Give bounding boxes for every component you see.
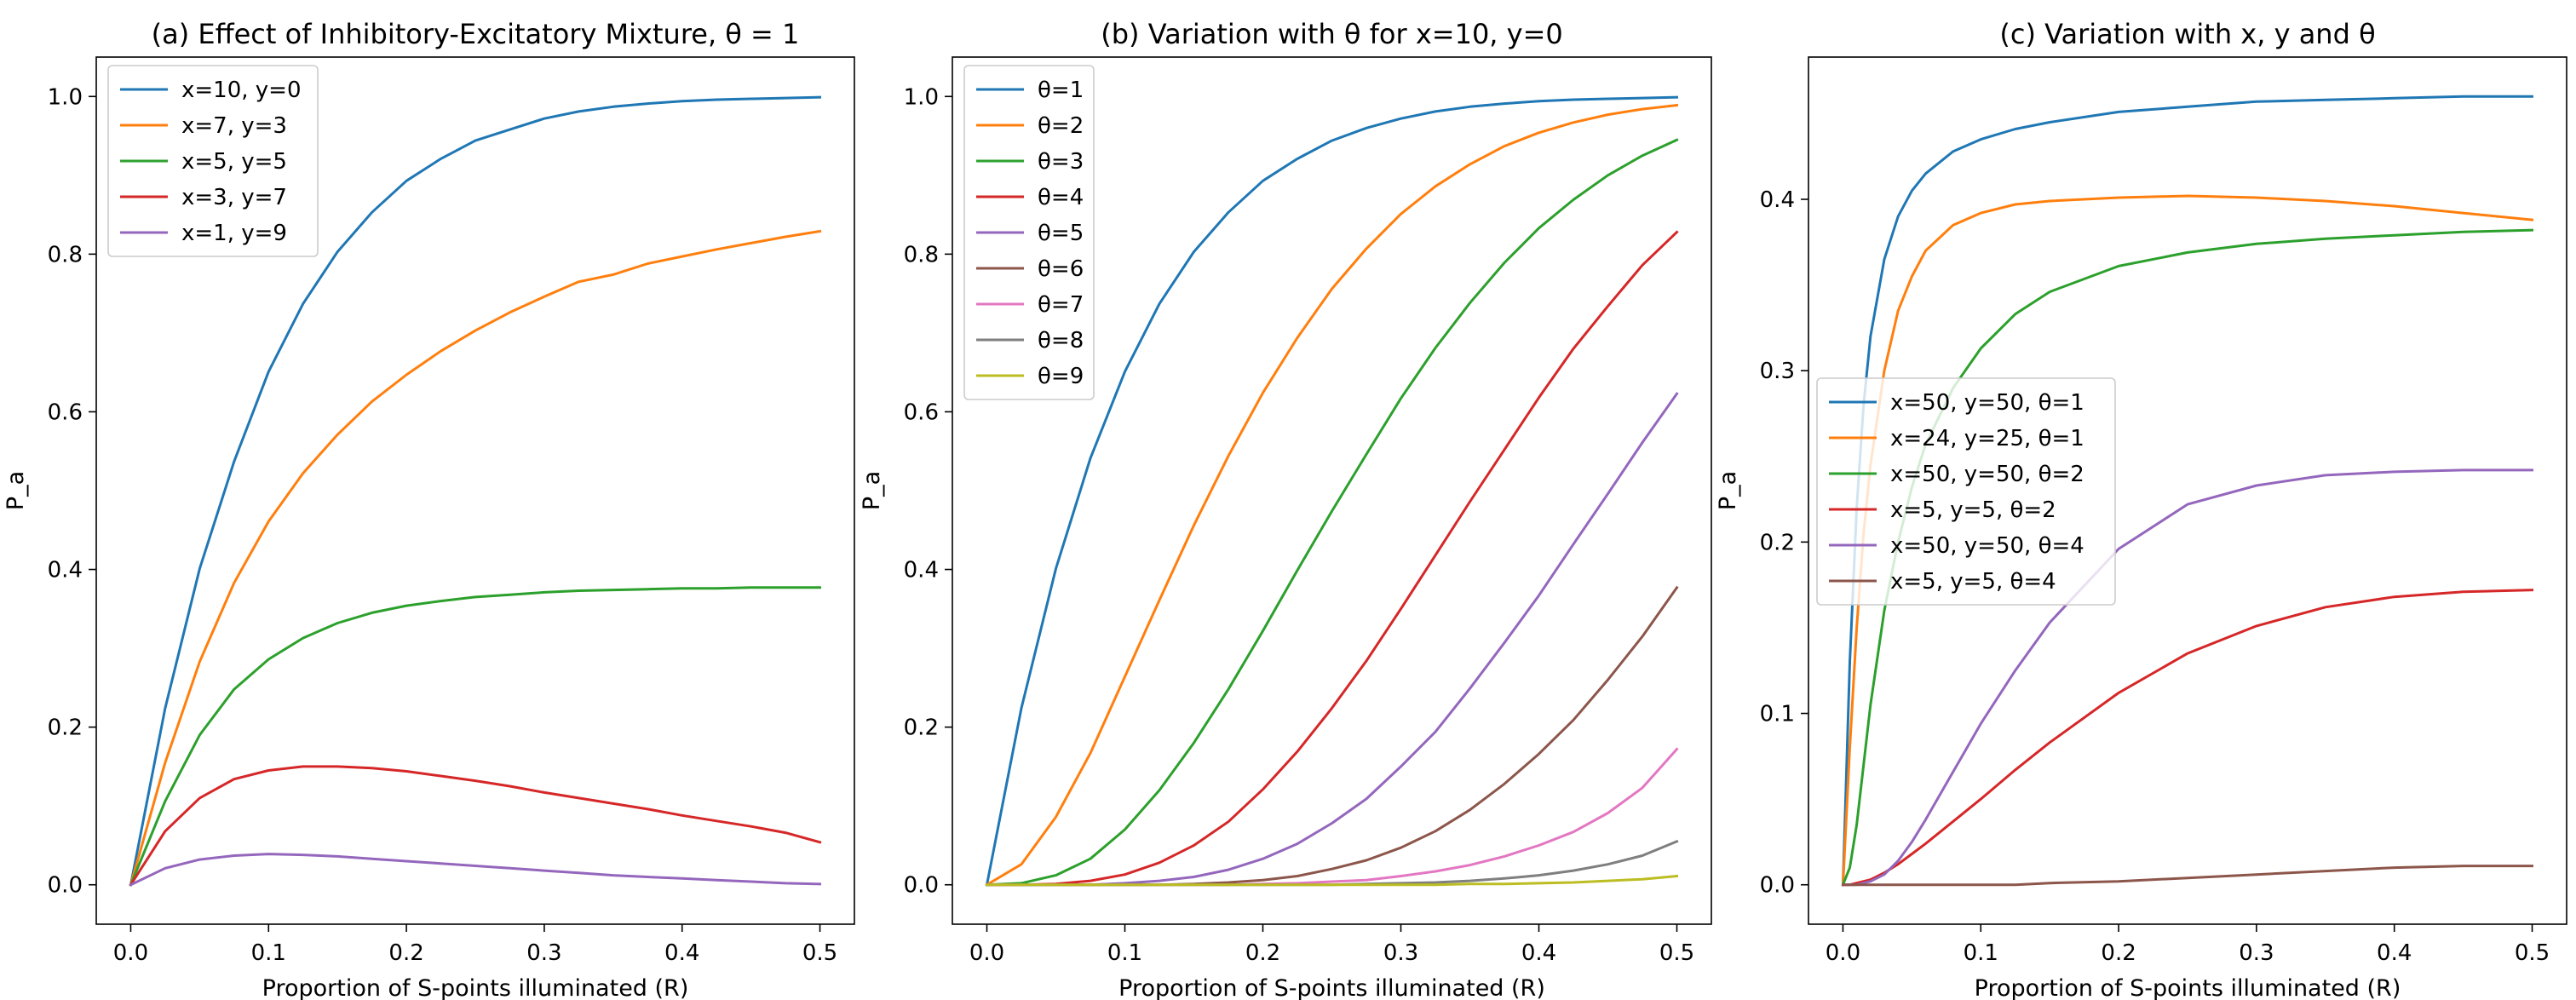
- panel-c-ylabel: P_a: [1715, 471, 1741, 510]
- panel-a-series-line-4: [129, 765, 822, 887]
- panel-b-legend-label: θ=9: [1038, 364, 1084, 389]
- panel-c-legend-label: x=50, y=50, θ=2: [1890, 462, 2084, 487]
- panel-c-y-tick-label: 0.4: [1760, 187, 1795, 213]
- panel-c: (c) Variation with x, y and θ Proportion…: [1715, 18, 2567, 1000]
- panel-a-title: (a) Effect of Inhibitory-Excitatory Mixt…: [152, 18, 800, 50]
- panel-b: (b) Variation with θ for x=10, y=0 Propo…: [859, 18, 1712, 1000]
- panel-c-xlabel: Proportion of S-points illuminated (R): [1975, 975, 2401, 1000]
- panel-b-legend-label: θ=4: [1038, 185, 1084, 210]
- panel-b-x-tick-label: 0.0: [969, 940, 1004, 966]
- panel-c-legend-label: x=5, y=5, θ=4: [1890, 569, 2056, 595]
- panel-c-series-line-6: [1842, 865, 2533, 887]
- panel-c-legend-label: x=5, y=5, θ=2: [1890, 497, 2056, 523]
- panel-b-y-tick-label: 0.4: [904, 558, 939, 583]
- panel-a-x-tick-label: 0.1: [251, 940, 286, 966]
- panel-a-x-tick-label: 0.2: [388, 940, 423, 966]
- panel-c-series-line-3: [1841, 228, 2534, 887]
- panel-c-x-tick-label: 0.5: [2515, 940, 2550, 966]
- panel-b-series-line-4: [986, 230, 1679, 887]
- panel-a-legend-label: x=10, y=0: [181, 78, 302, 103]
- panel-a-series-line-3: [129, 586, 821, 887]
- panel-a-y-tick-label: 1.0: [48, 84, 83, 110]
- panel-b-series-line-5: [986, 392, 1679, 887]
- panel-c-y-tick-label: 0.0: [1760, 873, 1795, 899]
- panel-b-legend-label: θ=5: [1038, 221, 1084, 246]
- panel-a-legend-label: x=7, y=3: [181, 113, 287, 139]
- panel-b-x-tick-label: 0.4: [1521, 940, 1556, 966]
- panel-a-y-tick-label: 0.0: [48, 873, 83, 899]
- panel-b-y-tick-label: 0.8: [904, 242, 939, 267]
- panel-a-x-tick-label: 0.5: [802, 940, 837, 966]
- panel-b-legend-label: θ=7: [1038, 292, 1084, 318]
- panel-a: (a) Effect of Inhibitory-Excitatory Mixt…: [3, 18, 855, 1000]
- panel-b-legend-label: θ=3: [1038, 149, 1084, 175]
- panel-a-legend: x=10, y=0 x=7, y=3 x=5, y=5 x=3, y=7 x=1, y=…: [107, 65, 319, 257]
- panel-b-legend-label: θ=6: [1038, 256, 1084, 282]
- panel-b-y-tick-label: 0.6: [904, 399, 939, 425]
- panel-a-lines: [129, 95, 822, 887]
- panel-a-ylabel: P_a: [3, 471, 29, 510]
- panel-c-legend: x=50, y=50, θ=1 x=24, y=25, θ=1 x=50, y=50…: [1816, 377, 2116, 606]
- panel-b-xlabel: Proportion of S-points illuminated (R): [1118, 975, 1545, 1000]
- panel-b-legend-label: θ=8: [1038, 328, 1084, 353]
- panel-a-legend-box: [107, 65, 319, 257]
- panel-b-title: (b) Variation with θ for x=10, y=0: [1101, 18, 1563, 50]
- panel-a-x-tick-label: 0.0: [113, 940, 148, 966]
- panel-c-series-line-4: [1842, 589, 2534, 887]
- panel-b-lines: [985, 95, 1679, 887]
- panel-c-legend-label: x=50, y=50, θ=4: [1890, 533, 2084, 559]
- panel-a-x-tick-label: 0.4: [664, 940, 699, 966]
- panel-c-x-tick-label: 0.1: [1964, 940, 1998, 966]
- panel-c-x-tick-label: 0.4: [2377, 940, 2412, 966]
- panel-b-series-line-9: [986, 874, 1679, 887]
- panel-a-y-tick-label: 0.6: [48, 399, 83, 425]
- panel-c-series-line-5: [1842, 468, 2533, 887]
- panel-b-ylabel: P_a: [859, 471, 885, 510]
- panel-c-x-tick-label: 0.3: [2239, 940, 2274, 966]
- panel-c-axes-frame: [1808, 56, 2567, 925]
- panel-a-legend-label: x=3, y=7: [181, 185, 287, 210]
- panel-a-y-tick-label: 0.8: [48, 242, 83, 267]
- panel-b-x-tick-label: 0.1: [1107, 940, 1142, 966]
- panel-b-y-tick-label: 0.0: [904, 873, 939, 899]
- panel-a-series-line-1: [129, 95, 822, 887]
- panel-b-y-tick-label: 1.0: [904, 84, 939, 110]
- panel-b-series-line-1: [985, 95, 1679, 887]
- panel-b-legend-label: θ=2: [1038, 113, 1084, 139]
- panel-b-axes-frame: [952, 56, 1712, 925]
- panel-b-x-tick-label: 0.3: [1383, 940, 1418, 966]
- panel-c-y-tick-label: 0.2: [1760, 530, 1795, 555]
- panel-c-legend-box: [1816, 377, 2116, 606]
- panel-b-series-line-3: [985, 138, 1679, 887]
- panel-b-legend: θ=1 θ=2 θ=3 θ=4 θ=5 θ=6 θ=7 θ=8 θ=9: [963, 65, 1095, 400]
- panel-b-legend-label: θ=1: [1038, 78, 1084, 103]
- panel-a-legend-label: x=1, y=9: [181, 221, 287, 246]
- panel-b-legend-box: [963, 65, 1095, 400]
- panel-b-x-tick-label: 0.2: [1245, 940, 1280, 966]
- panel-a-series-line-2: [129, 229, 822, 887]
- panel-a-xlabel: Proportion of S-points illuminated (R): [262, 975, 689, 1000]
- panel-a-axes-frame: [95, 56, 855, 925]
- panel-b-series-line-2: [985, 103, 1679, 887]
- panel-a-x-tick-label: 0.3: [526, 940, 561, 966]
- panel-c-y-tick-label: 0.1: [1760, 702, 1795, 727]
- panel-b-y-tick-label: 0.2: [904, 716, 939, 741]
- panel-a-legend-label: x=5, y=5: [181, 149, 287, 175]
- panel-b-series-line-7: [986, 747, 1679, 887]
- panel-a-series-line-5: [129, 853, 822, 887]
- panel-b-series-line-6: [986, 585, 1679, 887]
- panel-a-y-tick-label: 0.4: [48, 558, 83, 583]
- panel-c-legend-label: x=50, y=50, θ=1: [1890, 390, 2084, 416]
- panel-c-title: (c) Variation with x, y and θ: [1999, 18, 2375, 50]
- panel-c-x-tick-label: 0.0: [1826, 940, 1860, 966]
- panel-a-y-tick-label: 0.2: [48, 716, 83, 741]
- panel-c-x-tick-label: 0.2: [2101, 940, 2136, 966]
- panel-b-x-tick-label: 0.5: [1659, 940, 1694, 966]
- panel-c-y-tick-label: 0.3: [1760, 359, 1795, 384]
- panel-c-legend-label: x=24, y=25, θ=1: [1890, 426, 2084, 451]
- panel-b-series-line-8: [986, 839, 1679, 887]
